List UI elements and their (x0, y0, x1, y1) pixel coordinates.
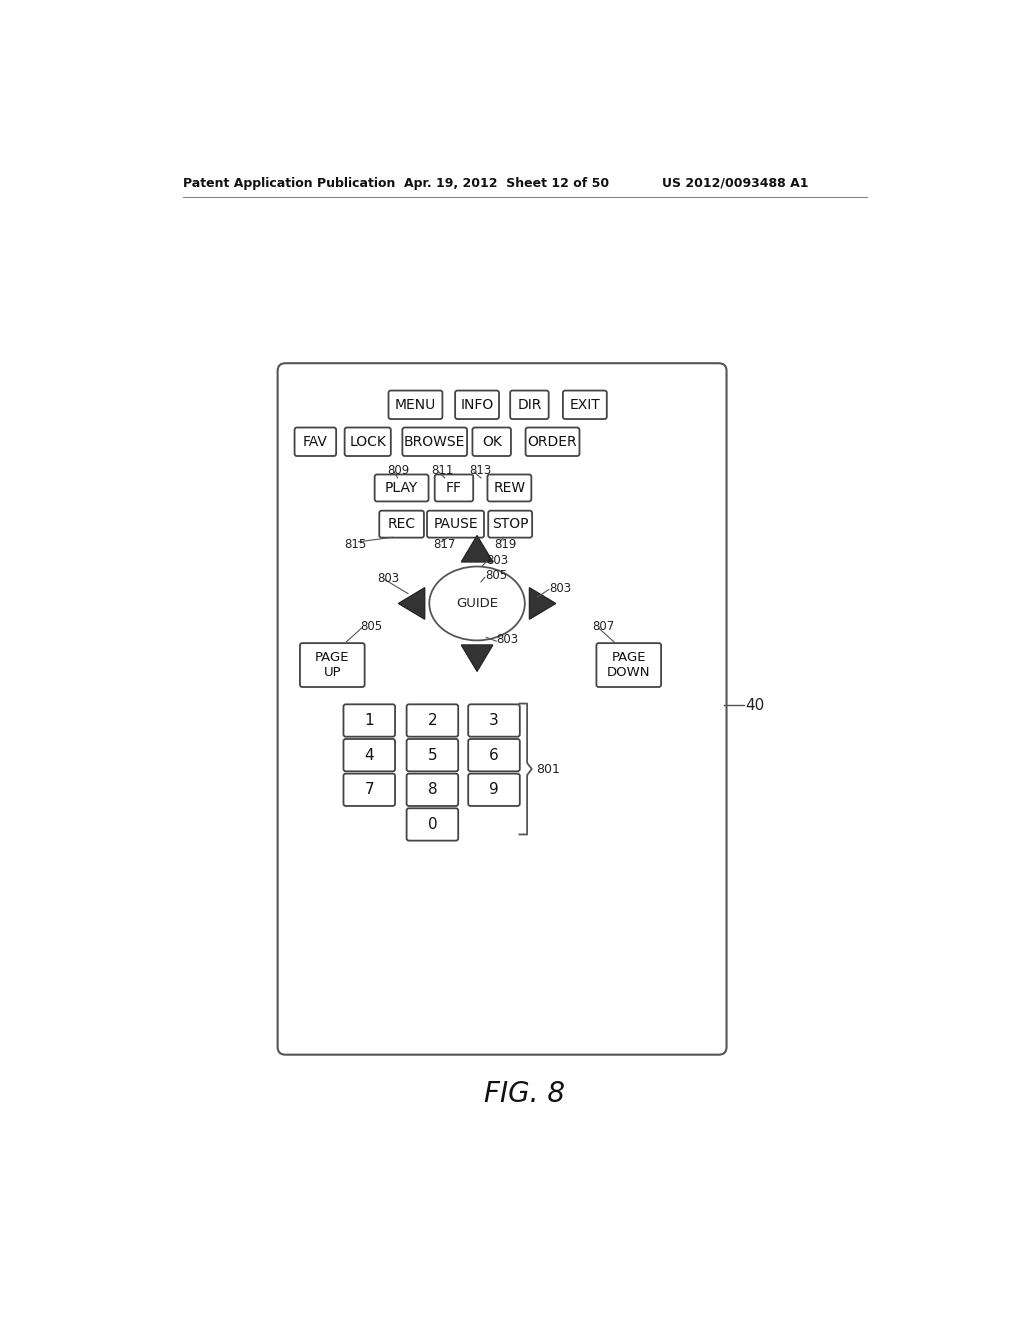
Text: 9: 9 (489, 783, 499, 797)
Text: STOP: STOP (492, 517, 528, 531)
Text: Patent Application Publication: Patent Application Publication (183, 177, 395, 190)
Text: REW: REW (494, 480, 525, 495)
Text: 805: 805 (360, 620, 382, 634)
FancyBboxPatch shape (278, 363, 727, 1055)
Text: EXIT: EXIT (569, 397, 600, 412)
Text: BROWSE: BROWSE (404, 434, 465, 449)
Polygon shape (462, 536, 493, 562)
FancyBboxPatch shape (563, 391, 607, 418)
Text: US 2012/0093488 A1: US 2012/0093488 A1 (662, 177, 808, 190)
FancyBboxPatch shape (468, 739, 520, 771)
FancyBboxPatch shape (510, 391, 549, 418)
Text: 805: 805 (484, 569, 507, 582)
Text: 803: 803 (486, 554, 509, 566)
Ellipse shape (429, 566, 524, 640)
Text: 0: 0 (428, 817, 437, 832)
Polygon shape (398, 587, 425, 619)
FancyBboxPatch shape (407, 774, 458, 807)
Text: 7: 7 (365, 783, 374, 797)
Text: 811: 811 (431, 463, 454, 477)
Text: 803: 803 (550, 582, 571, 594)
Text: 5: 5 (428, 747, 437, 763)
FancyBboxPatch shape (345, 428, 391, 455)
FancyBboxPatch shape (343, 739, 395, 771)
Text: 40: 40 (745, 697, 764, 713)
FancyBboxPatch shape (388, 391, 442, 418)
Text: 819: 819 (494, 539, 516, 552)
Text: LOCK: LOCK (349, 434, 386, 449)
Text: ORDER: ORDER (527, 434, 578, 449)
FancyBboxPatch shape (468, 705, 520, 737)
Text: PLAY: PLAY (385, 480, 418, 495)
Text: PAGE
DOWN: PAGE DOWN (607, 651, 650, 678)
FancyBboxPatch shape (402, 428, 467, 455)
FancyBboxPatch shape (300, 643, 365, 686)
Text: 4: 4 (365, 747, 374, 763)
FancyBboxPatch shape (435, 474, 473, 502)
Polygon shape (462, 645, 493, 671)
Text: FAV: FAV (303, 434, 328, 449)
Text: INFO: INFO (461, 397, 494, 412)
Text: REC: REC (387, 517, 416, 531)
FancyBboxPatch shape (407, 739, 458, 771)
FancyBboxPatch shape (472, 428, 511, 455)
Text: 8: 8 (428, 783, 437, 797)
Text: FF: FF (446, 480, 462, 495)
FancyBboxPatch shape (455, 391, 499, 418)
FancyBboxPatch shape (596, 643, 662, 686)
FancyBboxPatch shape (343, 705, 395, 737)
FancyBboxPatch shape (525, 428, 580, 455)
Text: GUIDE: GUIDE (456, 597, 498, 610)
Text: 801: 801 (537, 763, 560, 776)
FancyBboxPatch shape (295, 428, 336, 455)
Text: 803: 803 (377, 572, 399, 585)
Text: 813: 813 (469, 463, 492, 477)
Text: OK: OK (481, 434, 502, 449)
Text: 6: 6 (489, 747, 499, 763)
Text: 815: 815 (345, 539, 367, 552)
Text: 809: 809 (387, 463, 410, 477)
FancyBboxPatch shape (488, 511, 532, 537)
FancyBboxPatch shape (375, 474, 429, 502)
FancyBboxPatch shape (407, 808, 458, 841)
Text: MENU: MENU (395, 397, 436, 412)
FancyBboxPatch shape (427, 511, 484, 537)
Text: FIG. 8: FIG. 8 (484, 1080, 565, 1107)
FancyBboxPatch shape (468, 774, 520, 807)
Text: 3: 3 (489, 713, 499, 729)
Text: PAGE
UP: PAGE UP (315, 651, 349, 678)
Text: 817: 817 (433, 539, 456, 552)
FancyBboxPatch shape (487, 474, 531, 502)
Text: 807: 807 (593, 620, 614, 634)
FancyBboxPatch shape (407, 705, 458, 737)
Polygon shape (529, 587, 556, 619)
Text: 803: 803 (497, 634, 518, 647)
Text: Apr. 19, 2012  Sheet 12 of 50: Apr. 19, 2012 Sheet 12 of 50 (403, 177, 609, 190)
Text: 1: 1 (365, 713, 374, 729)
FancyBboxPatch shape (379, 511, 424, 537)
Text: PAUSE: PAUSE (433, 517, 478, 531)
Text: 2: 2 (428, 713, 437, 729)
FancyBboxPatch shape (343, 774, 395, 807)
Text: DIR: DIR (517, 397, 542, 412)
